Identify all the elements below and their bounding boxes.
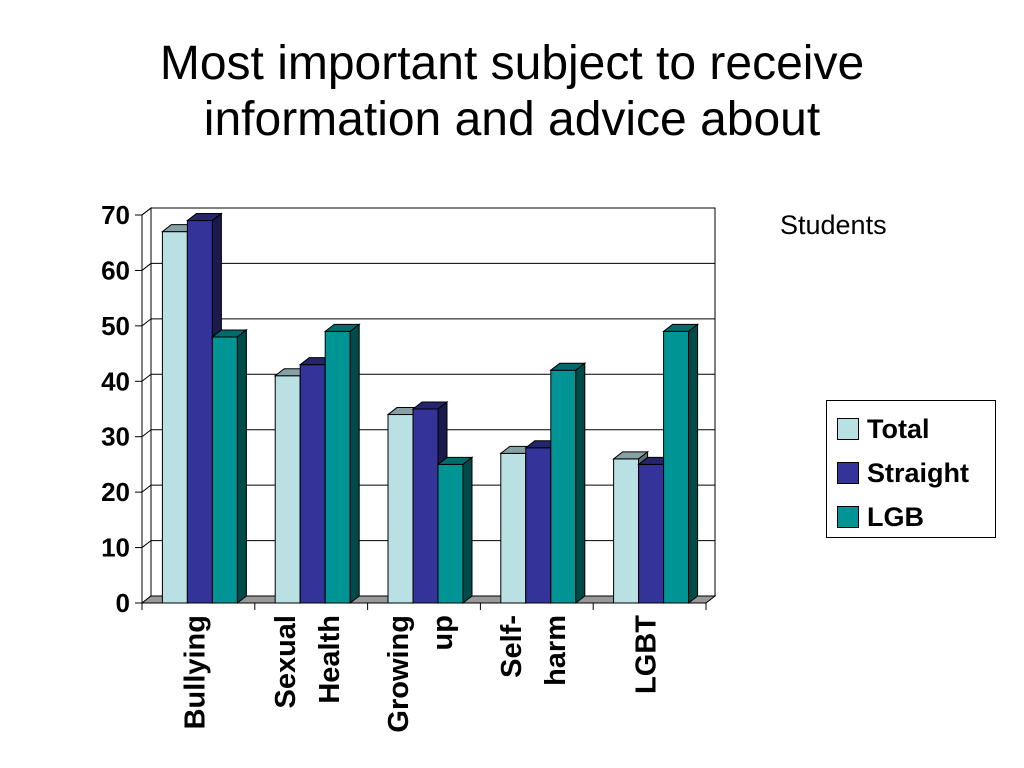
slide-title: Most important subject to receive inform… bbox=[0, 36, 1024, 148]
legend-label-total: Total bbox=[867, 413, 930, 444]
bar-lgb-side bbox=[575, 362, 586, 605]
bar-lgb-side bbox=[349, 323, 360, 605]
bar-straight-front bbox=[525, 447, 552, 604]
bar-lgb-side bbox=[462, 456, 473, 605]
gridline bbox=[141, 262, 715, 271]
bar-total-front bbox=[274, 375, 301, 604]
bar-total-front bbox=[613, 458, 640, 604]
bar-lgb-side bbox=[236, 328, 247, 605]
bar-lgb-front bbox=[663, 330, 690, 604]
y-tick-label: 0 bbox=[116, 588, 130, 618]
y-tick-label: 50 bbox=[101, 311, 130, 341]
bar-lgb-front bbox=[437, 463, 464, 604]
x-category-label: Health bbox=[314, 615, 346, 704]
chart-legend: Total Straight LGB bbox=[826, 400, 996, 538]
slide-title-line-1: Most important subject to receive bbox=[159, 37, 865, 90]
legend-swatch-lgb bbox=[837, 506, 859, 528]
gridline bbox=[141, 429, 715, 438]
gridline bbox=[141, 373, 715, 382]
x-category-label: LGBT bbox=[631, 615, 663, 694]
legend-label-lgb: LGB bbox=[867, 501, 924, 532]
bar-total-front bbox=[500, 452, 527, 604]
chart-subtitle: Students bbox=[780, 210, 887, 240]
x-category-label: Sexual bbox=[270, 615, 302, 709]
x-category-label: up bbox=[427, 615, 459, 650]
bar-lgb-front bbox=[324, 330, 351, 604]
y-tick-label: 70 bbox=[101, 200, 130, 230]
bar-straight-front bbox=[186, 220, 213, 604]
legend-label-straight: Straight bbox=[867, 457, 970, 488]
bar-lgb-side bbox=[688, 323, 699, 605]
gridline bbox=[141, 318, 715, 327]
legend-item-total: Total bbox=[837, 407, 995, 451]
gridline bbox=[141, 207, 715, 216]
x-category-label: Growing bbox=[383, 615, 415, 733]
bar-straight-front bbox=[299, 364, 326, 604]
y-tick-label: 30 bbox=[101, 422, 130, 452]
bar-straight-front bbox=[412, 408, 439, 604]
bar-total-front bbox=[161, 231, 188, 604]
legend-swatch-total bbox=[837, 418, 859, 440]
x-category-label: Self- bbox=[496, 615, 528, 678]
y-tick-label: 20 bbox=[101, 477, 130, 507]
y-tick-label: 60 bbox=[101, 255, 130, 285]
bar-straight-front bbox=[638, 463, 665, 604]
x-category-label: harm bbox=[540, 615, 572, 686]
legend-item-lgb: LGB bbox=[837, 495, 995, 539]
bar-total-front bbox=[387, 414, 414, 604]
y-tick-label: 40 bbox=[101, 366, 130, 396]
legend-item-straight: Straight bbox=[837, 451, 995, 495]
legend-swatch-straight bbox=[837, 462, 859, 484]
bar-lgb-front bbox=[211, 336, 238, 604]
slide-title-line-2: information and advice about bbox=[203, 93, 821, 146]
bar-lgb-front bbox=[550, 369, 577, 604]
y-tick-label: 10 bbox=[101, 533, 130, 563]
x-category-label: Bullying bbox=[179, 615, 211, 729]
